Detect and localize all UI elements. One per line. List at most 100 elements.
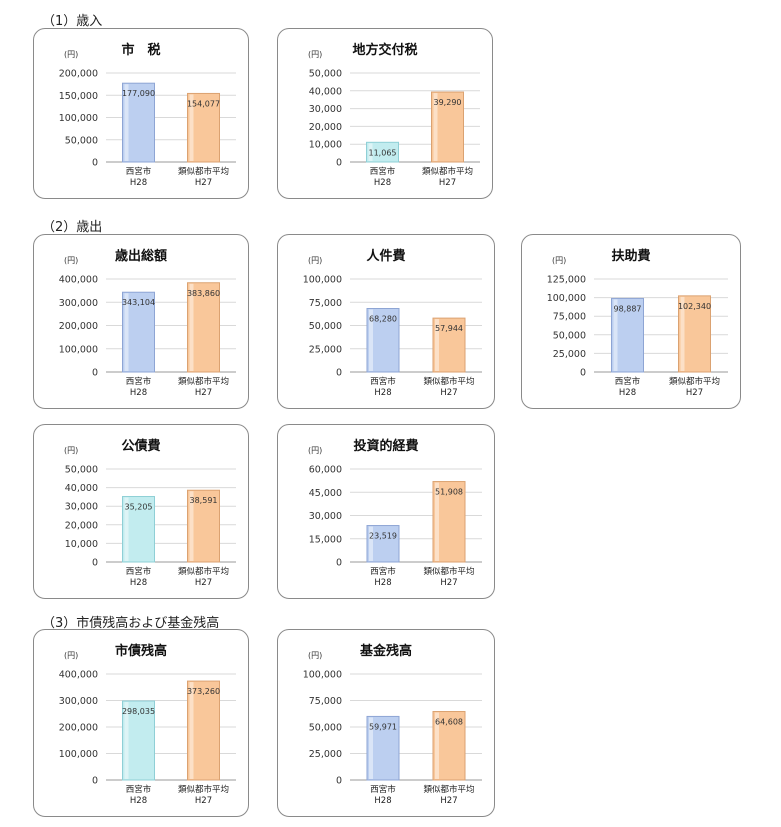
bar-highlight bbox=[124, 84, 129, 161]
chart-svg: 0100,000200,000300,000400,000298,035西宮市H… bbox=[59, 670, 236, 806]
x-category-label: H27 bbox=[440, 388, 457, 398]
bar-value-label: 383,860 bbox=[187, 289, 220, 298]
y-tick-label: 40,000 bbox=[65, 483, 98, 494]
y-tick-label: 10,000 bbox=[65, 539, 98, 550]
y-tick-label: 30,000 bbox=[309, 104, 342, 115]
bar bbox=[187, 680, 220, 781]
x-category-label: H28 bbox=[130, 796, 147, 806]
y-tick-label: 150,000 bbox=[59, 91, 98, 102]
bar-value-label: 23,519 bbox=[369, 532, 397, 541]
x-category-label: H28 bbox=[619, 388, 636, 398]
chart-svg: 0 10,000 20,000 30,000 40,000 50,000 11,065 西宮市… bbox=[309, 69, 480, 188]
y-tick-label: 40,000 bbox=[309, 86, 342, 97]
y-tick-label: 50,000 bbox=[309, 69, 342, 80]
y-tick-label: 25,000 bbox=[553, 349, 586, 360]
bar-value-label: 64,608 bbox=[435, 718, 463, 727]
y-tick-label: 30,000 bbox=[65, 502, 98, 513]
chart-title: 歳出総額 bbox=[114, 249, 167, 264]
x-category-label: H27 bbox=[440, 796, 457, 806]
chart-svg: 050,000100,000150,000200,000177,090西宮市H2… bbox=[59, 69, 236, 188]
x-category-label: 類似都市平均 bbox=[423, 784, 474, 795]
x-category-label: H27 bbox=[439, 178, 456, 188]
bar-highlight bbox=[124, 702, 129, 779]
x-category-label: 西宮市 bbox=[370, 166, 396, 177]
bar-highlight bbox=[189, 283, 194, 371]
bar bbox=[432, 711, 466, 781]
x-category-label: 類似都市平均 bbox=[423, 566, 474, 577]
x-category-label: 西宮市 bbox=[126, 784, 152, 795]
x-category-label: H28 bbox=[374, 178, 391, 188]
bar-value-label: 177,090 bbox=[122, 89, 155, 98]
x-category-label: H28 bbox=[374, 388, 391, 398]
chart-panel-municipal-bond-balance: 市債残高 (円) 0 100,000 200,000 300,000 400,000 29… bbox=[33, 629, 249, 817]
y-tick-label: 0 bbox=[580, 368, 586, 379]
bar bbox=[366, 307, 400, 373]
section-title-expenditure: （2）歳出 bbox=[42, 220, 103, 235]
x-category-label: 類似都市平均 bbox=[178, 166, 229, 177]
y-unit-label: (円) bbox=[64, 50, 79, 59]
y-tick-label: 100,000 bbox=[59, 344, 98, 355]
bar-highlight bbox=[369, 526, 373, 561]
bar-value-label: 154,077 bbox=[187, 99, 220, 108]
bar-value-label: 11,065 bbox=[369, 148, 397, 157]
bar bbox=[122, 291, 155, 373]
y-unit-label: (円) bbox=[552, 256, 567, 265]
y-unit-label: (円) bbox=[308, 50, 323, 59]
y-tick-label: 50,000 bbox=[65, 465, 98, 476]
chart-panel-local-allocation-tax: 地方交付税 (円) 0 10,000 20,000 30,000 40,000 50,00… bbox=[277, 28, 493, 199]
y-tick-label: 125,000 bbox=[547, 275, 586, 286]
bar-highlight bbox=[189, 682, 194, 779]
y-tick-label: 0 bbox=[336, 776, 342, 787]
y-tick-label: 0 bbox=[92, 776, 98, 787]
y-tick-label: 400,000 bbox=[59, 275, 98, 286]
bar bbox=[187, 489, 220, 563]
bar bbox=[187, 92, 220, 163]
bar-highlight bbox=[189, 94, 194, 161]
y-tick-label: 30,000 bbox=[309, 511, 342, 522]
x-category-label: 西宮市 bbox=[126, 166, 152, 177]
y-tick-label: 200,000 bbox=[59, 69, 98, 80]
bar bbox=[432, 481, 466, 563]
y-tick-label: 45,000 bbox=[309, 488, 342, 499]
bar-highlight bbox=[435, 319, 439, 371]
chart-title: 市債残高 bbox=[114, 644, 167, 659]
y-tick-label: 100,000 bbox=[303, 275, 342, 286]
y-tick-label: 0 bbox=[92, 368, 98, 379]
y-tick-label: 20,000 bbox=[309, 122, 342, 133]
y-tick-label: 200,000 bbox=[59, 321, 98, 332]
x-category-label: 類似都市平均 bbox=[423, 376, 474, 387]
chart-title: 公債費 bbox=[121, 439, 161, 454]
bar-highlight bbox=[369, 717, 373, 779]
x-category-label: 類似都市平均 bbox=[178, 566, 229, 577]
chart-panel-municipal-tax: 市 税 (円) 0 50,000 100,000 150,000 200,000 177,… bbox=[33, 28, 249, 199]
bar-value-label: 39,290 bbox=[434, 98, 462, 107]
y-tick-label: 0 bbox=[336, 368, 342, 379]
x-category-label: 類似都市平均 bbox=[178, 376, 229, 387]
y-tick-label: 50,000 bbox=[553, 330, 586, 341]
bar-highlight bbox=[435, 712, 439, 779]
chart-panel-social-assistance: 扶助費 (円) 0 25,000 50,000 75,000 100,000 125,00… bbox=[521, 234, 741, 409]
bar bbox=[122, 700, 155, 781]
y-unit-label: (円) bbox=[64, 256, 79, 265]
x-category-label: 西宮市 bbox=[126, 566, 152, 577]
x-category-label: H28 bbox=[130, 178, 147, 188]
x-category-label: H28 bbox=[130, 388, 147, 398]
bar bbox=[678, 295, 711, 373]
chart-panel-total-expenditure: 歳出総額 (円) 0 100,000 200,000 300,000 400,000 34… bbox=[33, 234, 249, 409]
x-category-label: H28 bbox=[374, 796, 391, 806]
x-category-label: H27 bbox=[195, 796, 212, 806]
bar-value-label: 57,944 bbox=[435, 324, 463, 333]
bar bbox=[122, 496, 155, 563]
y-tick-label: 0 bbox=[336, 558, 342, 569]
bar-highlight bbox=[613, 299, 618, 371]
chart-panel-fund-balance: 基金残高 (円) 0 25,000 50,000 75,000 100,000 59,97… bbox=[277, 629, 495, 817]
chart-svg: 0 10,000 20,000 30,000 40,000 50,000 35,205 西宮市… bbox=[65, 465, 236, 588]
x-category-label: 類似都市平均 bbox=[422, 166, 473, 177]
bar-value-label: 59,971 bbox=[369, 722, 397, 731]
y-tick-label: 25,000 bbox=[309, 344, 342, 355]
bar bbox=[366, 525, 400, 563]
chart-title: 地方交付税 bbox=[352, 43, 418, 58]
bar-value-label: 102,340 bbox=[678, 302, 711, 311]
x-category-label: 西宮市 bbox=[615, 376, 641, 387]
y-tick-label: 0 bbox=[92, 158, 98, 169]
